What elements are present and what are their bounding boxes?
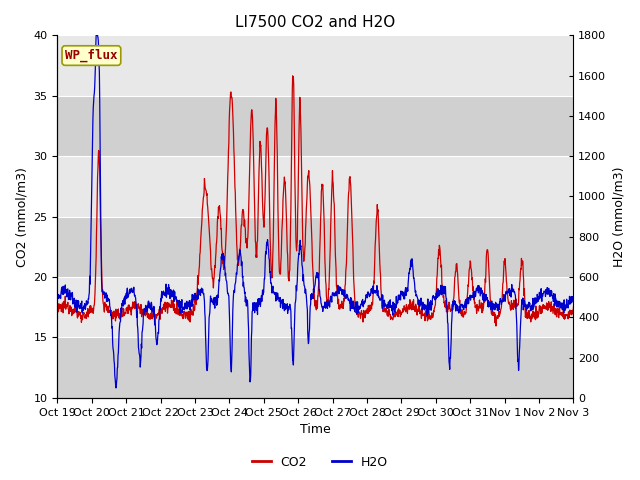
- Y-axis label: H2O (mmol/m3): H2O (mmol/m3): [612, 167, 625, 267]
- X-axis label: Time: Time: [300, 423, 331, 436]
- Y-axis label: CO2 (mmol/m3): CO2 (mmol/m3): [15, 167, 28, 266]
- Title: LI7500 CO2 and H2O: LI7500 CO2 and H2O: [236, 15, 396, 30]
- Legend: CO2, H2O: CO2, H2O: [247, 451, 393, 474]
- Bar: [58, 216, 573, 277]
- Bar: [58, 337, 573, 398]
- Bar: [58, 36, 573, 96]
- Bar: [58, 96, 573, 156]
- Text: WP_flux: WP_flux: [65, 49, 118, 62]
- Bar: [58, 156, 573, 216]
- Bar: [58, 277, 573, 337]
